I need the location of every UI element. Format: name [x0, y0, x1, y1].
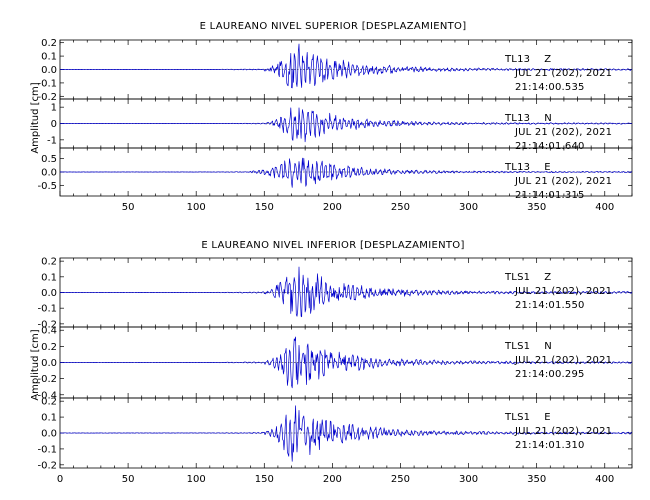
component-code: E [544, 162, 551, 173]
panels-superior: 0.2 0.1 0.0 -0.1 -0.2 TL13 Z JUL 21 (202), 2021… [37, 38, 633, 213]
x-tick-label: 150 [255, 202, 274, 213]
x-tick-label: 300 [459, 202, 478, 213]
y-tick-label: 0.1 [41, 413, 57, 424]
y-tick-label: 0.0 [41, 358, 57, 369]
x-tick-label: 50 [122, 474, 135, 485]
x-tick-label: 250 [391, 202, 410, 213]
y-tick-label: 0.0 [41, 168, 57, 179]
y-tick-label: -0.1 [37, 304, 57, 315]
time-label: 21:14:00.295 [515, 369, 585, 380]
y-tick-label: 0.2 [41, 397, 57, 408]
y-tick-label: -0.1 [37, 78, 57, 89]
y-tick-label: -0.2 [37, 319, 57, 330]
x-tick-label: 350 [527, 202, 546, 213]
y-tick-label: 0.1 [41, 272, 57, 283]
trace-line [59, 266, 633, 318]
component-code: Z [544, 54, 551, 65]
x-tick-label: 0 [57, 474, 63, 485]
y-tick-label: 0.1 [41, 52, 57, 63]
time-label: 21:14:01.550 [515, 300, 585, 311]
chart-title: E LAUREANO NIVEL SUPERIOR [DESPLAZAMIENT… [200, 21, 467, 32]
time-label: 21:14:01.640 [515, 141, 585, 152]
y-tick-label: 0.0 [41, 288, 57, 299]
station-code: TLS1 [504, 272, 530, 283]
date-label: JUL 21 (202), 2021 [514, 426, 612, 437]
trace-line [60, 336, 633, 389]
trace-line [59, 157, 633, 188]
station-label: TLS1 E [504, 412, 551, 423]
station-code: TL13 [504, 162, 530, 173]
y-axis-label: Amplitud [cm] [30, 329, 41, 400]
trace-panel: 0.5 0.0 -0.5 TL13 E JUL 21 (202), 2021 21:14:0… [37, 147, 633, 201]
y-tick-label: -0.4 [37, 390, 57, 401]
y-tick-label: 0.2 [41, 38, 57, 49]
x-tick-label: 200 [323, 474, 342, 485]
date-label: JUL 21 (202), 2021 [514, 127, 612, 138]
y-tick-label: 0.5 [41, 154, 57, 165]
date-label: JUL 21 (202), 2021 [514, 68, 612, 79]
y-tick-label: 0.4 [41, 326, 57, 337]
y-axis-label: Amplitud [cm] [30, 82, 41, 153]
x-tick-label: 100 [187, 474, 206, 485]
x-tick-label: 100 [187, 202, 206, 213]
figure-superior: E LAUREANO NIVEL SUPERIOR [DESPLAZAMIENT… [30, 21, 633, 213]
station-label: TL13 N [504, 113, 552, 124]
y-tick-label: -1 [47, 135, 57, 146]
y-tick-label: 0 [51, 119, 57, 130]
figure-inferior: E LAUREANO NIVEL INFERIOR [DESPLAZAMIENT… [30, 240, 633, 485]
x-tick-label: 400 [595, 202, 614, 213]
date-label: JUL 21 (202), 2021 [514, 286, 612, 297]
y-tick-label: 0.0 [41, 65, 57, 76]
y-tick-label: -0.1 [37, 444, 57, 455]
y-tick-label: 1 [51, 103, 57, 114]
component-code: N [544, 113, 552, 124]
station-code: TL13 [504, 54, 530, 65]
station-label: TL13 E [504, 162, 551, 173]
y-tick-label: 0.0 [41, 429, 57, 440]
station-code: TLS1 [504, 341, 530, 352]
trace-panel: 0.4 0.2 0.0 -0.2 -0.4 TLS1 N JUL 21 (202), 2021… [37, 326, 633, 401]
trace-panel: 0.2 0.1 0.0 -0.1 -0.2 TL13 Z JUL 21 (202), 2021… [37, 38, 633, 103]
y-tick-label: -0.2 [37, 374, 57, 385]
trace-line [59, 43, 633, 89]
y-tick-label: -0.2 [37, 460, 57, 471]
station-code: TLS1 [504, 412, 530, 423]
y-tick-label: 0.2 [41, 257, 57, 268]
time-label: 21:14:00.535 [515, 82, 585, 93]
component-code: E [544, 412, 551, 423]
time-label: 21:14:01.315 [515, 190, 585, 201]
date-label: JUL 21 (202), 2021 [514, 355, 612, 366]
trace-panel: 1 0 -1 TL13 N JUL 21 (202), 2021 21:14:01.640 [47, 98, 633, 152]
trace-line [60, 107, 633, 143]
panels-inferior: 0.2 0.1 0.0 -0.1 -0.2 TLS1 Z JUL 21 (202), 2021… [37, 257, 633, 485]
component-code: N [544, 341, 552, 352]
time-label: 21:14:01.310 [515, 440, 585, 451]
trace-panel: 0.2 0.1 0.0 -0.1 -0.2 TLS1 E JUL 21 (202), 2021… [37, 397, 633, 471]
station-label: TLS1 N [504, 341, 552, 352]
station-label: TLS1 Z [504, 272, 551, 283]
x-tick-label: 250 [391, 474, 410, 485]
y-tick-label: 0.2 [41, 342, 57, 353]
x-tick-label: 200 [323, 202, 342, 213]
station-code: TL13 [504, 113, 530, 124]
x-tick-label: 400 [595, 474, 614, 485]
trace-panel: 0.2 0.1 0.0 -0.1 -0.2 TLS1 Z JUL 21 (202), 2021… [37, 257, 633, 330]
date-label: JUL 21 (202), 2021 [514, 176, 612, 187]
x-tick-label: 350 [527, 474, 546, 485]
x-tick-label: 300 [459, 474, 478, 485]
y-tick-label: -0.5 [37, 181, 57, 192]
component-code: Z [544, 272, 551, 283]
trace-line [60, 405, 633, 462]
station-label: TL13 Z [504, 54, 551, 65]
y-tick-label: -0.2 [37, 92, 57, 103]
x-tick-label: 50 [122, 202, 135, 213]
chart-title: E LAUREANO NIVEL INFERIOR [DESPLAZAMIENT… [201, 240, 464, 251]
x-tick-label: 150 [255, 474, 274, 485]
